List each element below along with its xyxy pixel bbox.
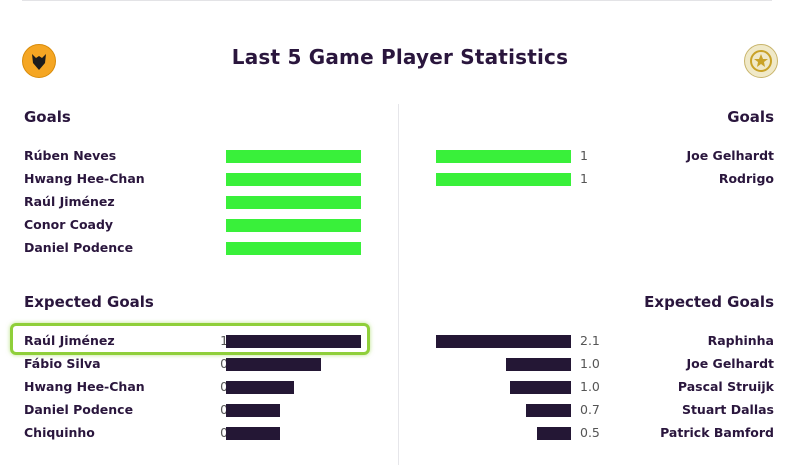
player-name: Fábio Silva [24, 356, 101, 371]
player-name: Raúl Jiménez [24, 333, 115, 348]
player-name: Pascal Struijk [677, 379, 774, 394]
player-name: Hwang Hee-Chan [24, 379, 145, 394]
xg-heading-home: Expected Goals [24, 293, 154, 311]
stat-row: Raúl Jiménez1.0 [24, 331, 364, 351]
goal-bar [436, 173, 571, 186]
center-divider [398, 104, 399, 465]
player-name: Daniel Podence [24, 240, 134, 255]
top-divider [22, 0, 772, 1]
goal-bar [226, 219, 361, 232]
player-name: Joe Gelhardt [686, 148, 774, 163]
player-name: Chiquinho [24, 425, 95, 440]
stat-row: Fábio Silva0.7 [24, 354, 364, 374]
stat-value: 0.5 [580, 425, 600, 440]
stat-value: 1.0 [580, 356, 600, 371]
player-name: Joe Gelhardt [686, 356, 774, 371]
stat-row: Conor Coady1 [24, 215, 364, 235]
xg-bar [226, 404, 280, 417]
player-name: Patrick Bamford [660, 425, 774, 440]
player-name: Conor Coady [24, 217, 114, 232]
xg-heading-away: Expected Goals [644, 293, 774, 311]
player-name: Rodrigo [718, 171, 774, 186]
stat-row: Raúl Jiménez1 [24, 192, 364, 212]
stat-row: 1.0 Joe Gelhardt [430, 354, 774, 374]
goal-bar [226, 196, 361, 209]
stat-row: Hwang Hee-Chan1 [24, 169, 364, 189]
player-name: Raphinha [707, 333, 774, 348]
stat-row: Chiquinho0.4 [24, 423, 364, 443]
xg-bar [226, 381, 294, 394]
xg-bar [526, 404, 571, 417]
wolves-crest-icon [22, 44, 56, 78]
stat-row: Rúben Neves1 [24, 146, 364, 166]
player-name: Daniel Podence [24, 402, 134, 417]
xg-bar [436, 335, 571, 348]
xg-bar [226, 427, 280, 440]
page-title: Last 5 Game Player Statistics [231, 45, 569, 69]
stat-value: 2.1 [580, 333, 600, 348]
player-name: Stuart Dallas [681, 402, 774, 417]
player-name: Raúl Jiménez [24, 194, 115, 209]
goals-heading-away: Goals [727, 108, 774, 126]
goal-bar [226, 150, 361, 163]
stat-row: 0.5 Patrick Bamford [430, 423, 774, 443]
xg-bar [226, 335, 361, 348]
stat-row: Daniel Podence0.4 [24, 400, 364, 420]
stat-value: 1.0 [580, 379, 600, 394]
goal-bar [226, 242, 361, 255]
stat-row: 1 Rodrigo [430, 169, 774, 189]
stat-row: 1.0 Pascal Struijk [430, 377, 774, 397]
highlighted-row-outline [10, 323, 370, 355]
xg-bar [506, 358, 571, 371]
leeds-crest-icon [744, 44, 778, 78]
player-name: Rúben Neves [24, 148, 117, 163]
stat-value: 1 [580, 148, 588, 163]
xg-bar [510, 381, 571, 394]
stat-row: 0.7 Stuart Dallas [430, 400, 774, 420]
stat-row: 1 Joe Gelhardt [430, 146, 774, 166]
stat-row: 2.1 Raphinha [430, 331, 774, 351]
stat-value: 1 [580, 171, 588, 186]
goal-bar [436, 150, 571, 163]
stat-row: Hwang Hee-Chan0.5 [24, 377, 364, 397]
goals-heading-home: Goals [24, 108, 71, 126]
xg-bar [226, 358, 321, 371]
xg-bar [537, 427, 571, 440]
player-name: Hwang Hee-Chan [24, 171, 145, 186]
stat-value: 0.7 [580, 402, 600, 417]
goal-bar [226, 173, 361, 186]
